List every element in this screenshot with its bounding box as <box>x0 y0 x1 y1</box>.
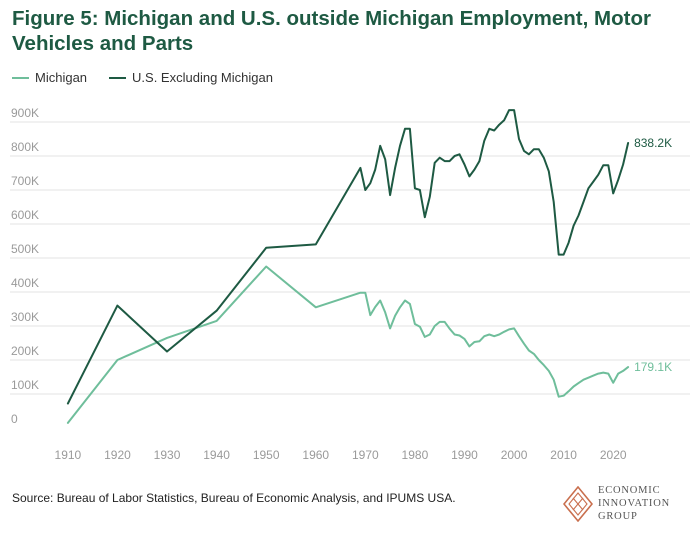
x-tick-label: 1970 <box>352 448 379 462</box>
y-tick-label: 300K <box>11 310 39 324</box>
y-tick-label: 800K <box>11 140 39 154</box>
eig-logo: ECONOMIC INNOVATION GROUP <box>563 484 670 523</box>
x-tick-label: 1940 <box>203 448 230 462</box>
y-tick-label: 600K <box>11 208 39 222</box>
x-tick-label: 2020 <box>600 448 627 462</box>
y-tick-label: 500K <box>11 242 39 256</box>
logo-line-economic: ECONOMIC <box>598 485 661 496</box>
logo-line-group: GROUP <box>598 511 638 522</box>
chart-title: Figure 5: Michigan and U.S. outside Mich… <box>12 7 651 55</box>
legend-swatch-michigan <box>12 76 29 79</box>
y-tick-label: 400K <box>11 276 39 290</box>
end-label-us-excluding-michigan: 838.2K <box>634 136 672 150</box>
y-tick-label: 0 <box>11 412 18 426</box>
series-line-michigan <box>66 265 630 424</box>
y-tick-label: 700K <box>11 174 39 188</box>
x-tick-label: 2010 <box>550 448 577 462</box>
legend-item-us-excluding-michigan: U.S. Excluding Michigan <box>109 70 273 85</box>
x-tick-label: 1960 <box>302 448 329 462</box>
y-tick-label: 100K <box>11 378 39 392</box>
legend-label-michigan: Michigan <box>35 70 88 85</box>
x-tick-label: 1990 <box>451 448 478 462</box>
source-note: Source: Bureau of Labor Statistics, Bure… <box>12 491 456 505</box>
x-tick-label: 2000 <box>501 448 528 462</box>
chart-legend: Michigan U.S. Excluding Michigan <box>12 70 295 85</box>
x-tick-label: 1980 <box>402 448 429 462</box>
legend-swatch-us-excluding-michigan <box>109 76 127 79</box>
end-label-michigan: 179.1K <box>634 360 672 374</box>
y-tick-label: 200K <box>11 344 39 358</box>
logo-line-innovation: INNOVATION <box>598 498 670 509</box>
legend-item-michigan: Michigan <box>12 70 87 85</box>
y-tick-label: 900K <box>11 106 39 120</box>
x-tick-label: 1920 <box>104 448 131 462</box>
eig-diamond-logo-icon <box>563 485 593 522</box>
x-tick-label: 1950 <box>253 448 280 462</box>
legend-label-us-excluding-michigan: U.S. Excluding Michigan <box>132 70 273 85</box>
series-line-us-excluding-michigan <box>66 109 630 405</box>
x-tick-label: 1930 <box>154 448 181 462</box>
x-tick-label: 1910 <box>55 448 82 462</box>
eig-logo-text: ECONOMIC INNOVATION GROUP <box>598 484 670 523</box>
